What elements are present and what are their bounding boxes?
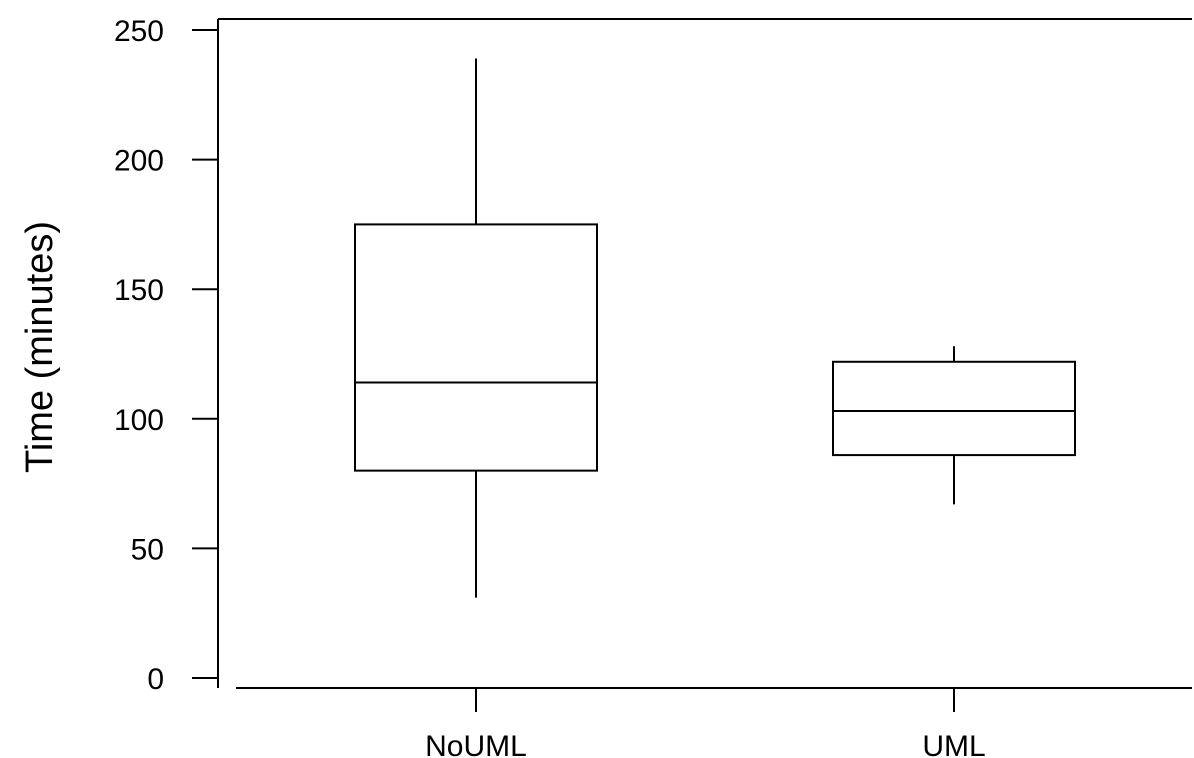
box-nouml (354, 58, 598, 598)
y-tick-label: 150 (114, 274, 164, 307)
x-tick-label: UML (922, 730, 985, 758)
x-tick-label: NoUML (425, 730, 527, 758)
box-uml (832, 346, 1076, 505)
y-tick-label: 200 (114, 145, 164, 178)
boxes-group (354, 58, 1076, 598)
y-axis-label: Time (minutes) (19, 221, 61, 473)
iqr-box (832, 360, 1076, 457)
y-tick-label: 50 (131, 533, 164, 566)
y-tick-label: 250 (114, 15, 164, 48)
y-axis: 0 50 100 150 200 250 (114, 15, 218, 696)
iqr-box (354, 223, 598, 472)
y-tick-label: 100 (114, 404, 164, 437)
x-axis: NoUML UML (425, 688, 986, 758)
plot-frame (217, 18, 1192, 689)
y-tick-label: 0 (147, 663, 164, 696)
